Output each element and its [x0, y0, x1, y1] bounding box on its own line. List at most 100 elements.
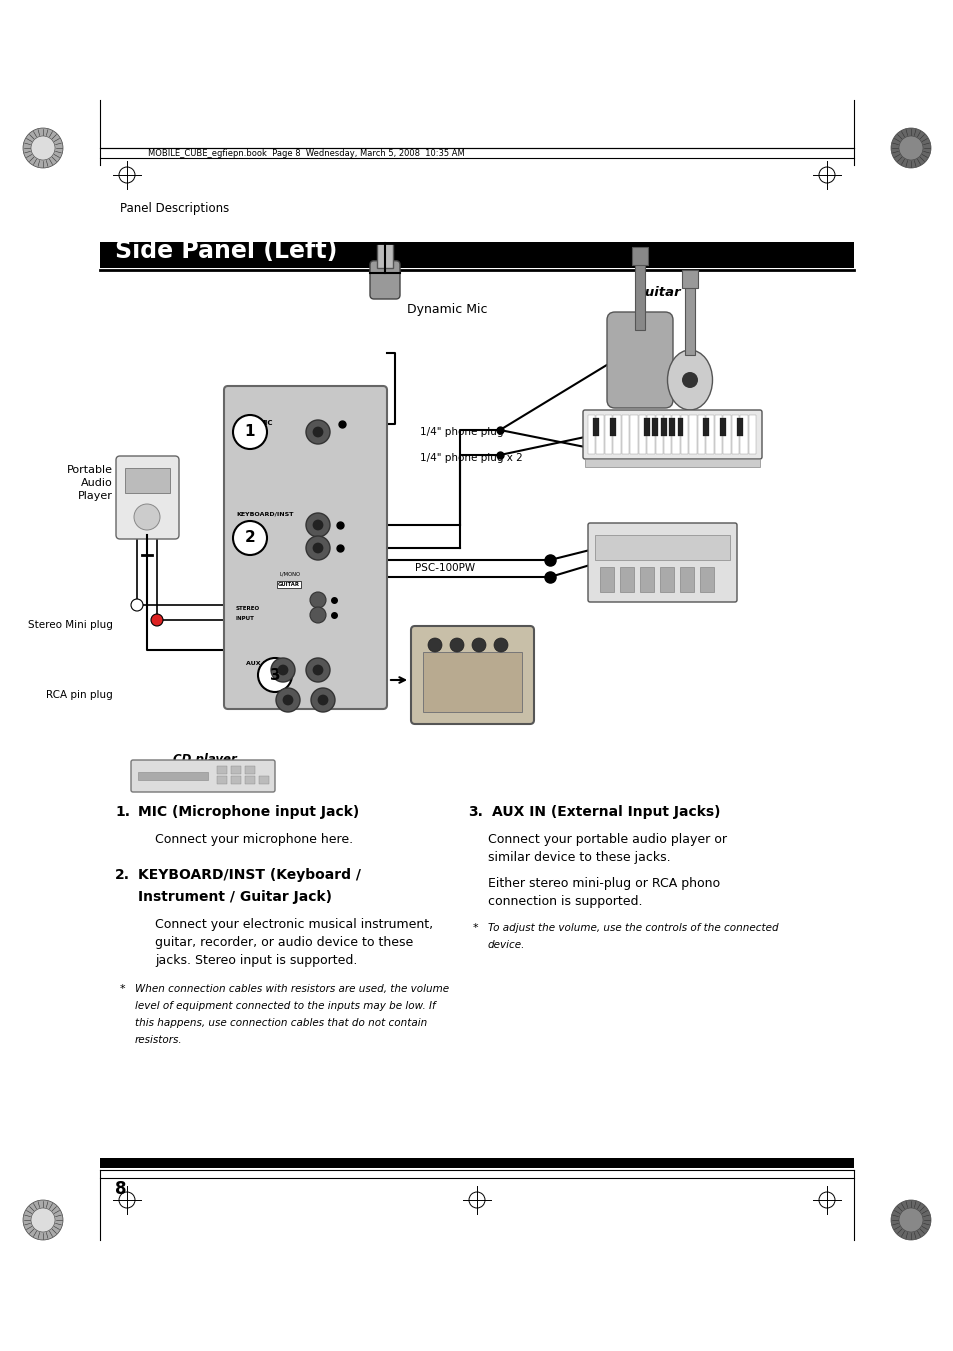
Text: 1/4" phone plug: 1/4" phone plug: [419, 427, 503, 436]
FancyBboxPatch shape: [411, 626, 534, 724]
Bar: [216, 766, 227, 774]
Circle shape: [30, 136, 55, 159]
Text: STEREO: STEREO: [235, 607, 260, 611]
Text: Either stereo mini-plug or RCA phono: Either stereo mini-plug or RCA phono: [488, 877, 720, 890]
Text: 1: 1: [245, 424, 255, 439]
Circle shape: [306, 420, 330, 444]
Text: MIC: MIC: [257, 420, 273, 426]
Bar: [593, 417, 598, 436]
Bar: [609, 417, 616, 436]
Circle shape: [277, 665, 288, 676]
Bar: [258, 775, 269, 784]
Circle shape: [898, 1208, 923, 1232]
Text: guitar, recorder, or audio device to these: guitar, recorder, or audio device to the…: [154, 936, 413, 948]
Text: KEYBOARD/INST (Keyboard /: KEYBOARD/INST (Keyboard /: [138, 867, 360, 882]
Bar: [216, 775, 227, 784]
Bar: [731, 415, 739, 454]
Bar: [702, 417, 708, 436]
Circle shape: [313, 665, 323, 676]
Bar: [668, 417, 675, 436]
Bar: [646, 415, 654, 454]
Bar: [663, 415, 671, 454]
Bar: [700, 567, 713, 592]
FancyBboxPatch shape: [606, 312, 672, 408]
Circle shape: [282, 694, 294, 705]
Text: similar device to these jacks.: similar device to these jacks.: [488, 851, 670, 865]
Text: *: *: [120, 984, 126, 994]
Bar: [680, 415, 688, 454]
Bar: [681, 270, 698, 288]
Circle shape: [317, 694, 328, 705]
Circle shape: [681, 372, 698, 388]
Bar: [705, 415, 713, 454]
Bar: [672, 415, 679, 454]
Text: Instrument / Guitar Jack): Instrument / Guitar Jack): [138, 890, 332, 904]
FancyBboxPatch shape: [116, 457, 179, 539]
Text: KEYBOARD/INST: KEYBOARD/INST: [235, 511, 294, 516]
Circle shape: [310, 592, 326, 608]
Bar: [677, 417, 682, 436]
Text: connection is supported.: connection is supported.: [488, 894, 641, 908]
Circle shape: [306, 536, 330, 561]
Bar: [621, 415, 629, 454]
Circle shape: [898, 136, 923, 159]
Circle shape: [313, 543, 323, 554]
Bar: [748, 415, 755, 454]
Bar: [720, 417, 725, 436]
Circle shape: [233, 521, 267, 555]
Circle shape: [131, 598, 143, 611]
Circle shape: [311, 688, 335, 712]
Text: AUX IN: AUX IN: [246, 661, 271, 666]
Bar: [100, 1158, 853, 1169]
Text: Connect your electronic musical instrument,: Connect your electronic musical instrume…: [154, 917, 433, 931]
Bar: [245, 775, 254, 784]
Bar: [376, 243, 393, 267]
Text: 2: 2: [244, 531, 255, 546]
Bar: [630, 415, 637, 454]
Circle shape: [30, 1208, 55, 1232]
Text: level of equipment connected to the inputs may be low. If: level of equipment connected to the inpu…: [135, 1001, 436, 1011]
Bar: [736, 417, 741, 436]
Circle shape: [275, 688, 299, 712]
Bar: [659, 567, 673, 592]
Text: RCA pin plug: RCA pin plug: [46, 690, 112, 700]
Circle shape: [133, 504, 160, 530]
Bar: [655, 415, 662, 454]
Circle shape: [313, 427, 323, 438]
Bar: [631, 247, 647, 265]
Bar: [599, 567, 614, 592]
Text: Recorder: Recorder: [589, 565, 657, 577]
Bar: [619, 567, 634, 592]
Circle shape: [23, 1200, 63, 1240]
Text: MIC (Microphone input Jack): MIC (Microphone input Jack): [138, 805, 359, 819]
Text: 2.: 2.: [115, 867, 130, 882]
Bar: [679, 567, 693, 592]
Bar: [684, 285, 695, 355]
Text: jacks. Stereo input is supported.: jacks. Stereo input is supported.: [154, 954, 357, 967]
Text: Stereo Mini plug: Stereo Mini plug: [28, 620, 112, 630]
Circle shape: [306, 658, 330, 682]
Circle shape: [257, 658, 292, 692]
Bar: [584, 459, 760, 467]
Circle shape: [306, 513, 330, 536]
Circle shape: [472, 638, 485, 653]
Bar: [422, 653, 521, 712]
Bar: [138, 771, 208, 780]
Text: device.: device.: [488, 940, 525, 950]
Text: 8: 8: [115, 1179, 127, 1198]
Circle shape: [494, 638, 507, 653]
Bar: [231, 775, 241, 784]
Text: this happens, use connection cables that do not contain: this happens, use connection cables that…: [135, 1019, 427, 1028]
Circle shape: [428, 638, 441, 653]
Bar: [643, 417, 649, 436]
Text: 3.: 3.: [468, 805, 482, 819]
Circle shape: [151, 613, 163, 626]
Text: 3: 3: [270, 667, 280, 682]
Text: MOBILE_CUBE_egfiepn.book  Page 8  Wednesday, March 5, 2008  10:35 AM: MOBILE_CUBE_egfiepn.book Page 8 Wednesda…: [148, 149, 464, 158]
Text: Dynamic Mic: Dynamic Mic: [407, 304, 487, 316]
Bar: [595, 535, 729, 561]
Bar: [587, 415, 595, 454]
Ellipse shape: [667, 350, 712, 409]
Text: Guitar: Guitar: [635, 286, 680, 300]
Text: AUX IN (External Input Jacks): AUX IN (External Input Jacks): [492, 805, 720, 819]
